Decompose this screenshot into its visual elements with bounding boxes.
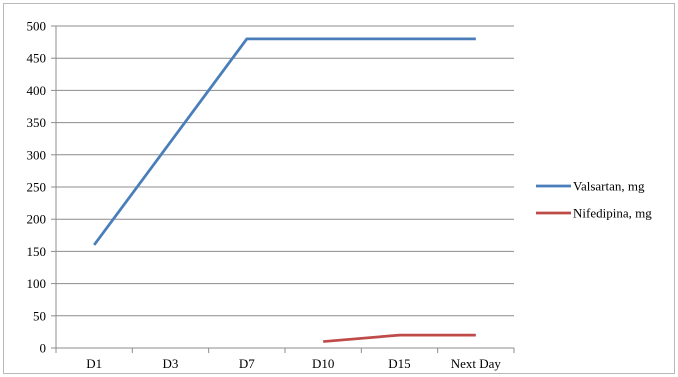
x-tick-label: D1 xyxy=(86,356,102,371)
x-tick-label: D15 xyxy=(388,356,410,371)
gridlines xyxy=(51,25,514,349)
x-tick-label: D3 xyxy=(163,356,179,371)
y-tick-label: 300 xyxy=(27,147,47,162)
y-tick-label: 150 xyxy=(27,244,47,259)
y-tick-label: 50 xyxy=(33,308,46,323)
y-tick-label: 200 xyxy=(27,212,47,227)
series-line-2 xyxy=(323,333,476,343)
series-lines xyxy=(93,37,476,343)
y-tick-label: 350 xyxy=(27,115,47,130)
x-tick-label: D10 xyxy=(312,356,334,371)
y-tick-label: 500 xyxy=(27,19,47,34)
x-tick-label: D7 xyxy=(239,356,255,371)
y-tick-label: 450 xyxy=(27,51,47,66)
y-tick-label: 250 xyxy=(27,180,47,195)
x-tick-label: Next Day xyxy=(451,356,502,371)
y-tick-label: 0 xyxy=(40,341,47,356)
series-line-1 xyxy=(93,37,476,246)
chart-frame xyxy=(3,3,675,374)
y-tick-labels: 0 50 100 150 200 250 300 350 400 450 500 xyxy=(27,19,47,356)
legend: Valsartan, mg Nifedipina, mg xyxy=(536,179,652,221)
legend-label: Nifedipina, mg xyxy=(573,206,652,221)
x-tick-labels: D1 D3 D7 D10 D15 Next Day xyxy=(55,348,515,371)
y-tick-label: 100 xyxy=(27,276,47,291)
legend-label: Valsartan, mg xyxy=(573,179,645,194)
y-tick-label: 400 xyxy=(27,83,47,98)
